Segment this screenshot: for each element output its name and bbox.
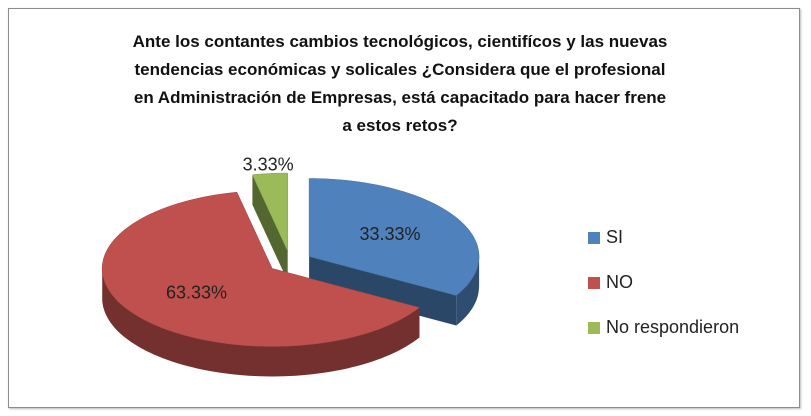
slice-cut-face xyxy=(309,256,457,326)
chart-title: Ante los contantes cambios tecnológicos,… xyxy=(132,32,668,135)
legend-label: SI xyxy=(606,227,623,247)
legend-swatch xyxy=(588,232,600,244)
slice xyxy=(308,178,480,296)
data-label: 33.33% xyxy=(359,224,420,244)
data-label: 63.33% xyxy=(166,282,227,302)
legend-label: NO xyxy=(606,272,633,292)
legend-swatch xyxy=(588,322,600,334)
slice-side xyxy=(102,268,420,377)
legend-swatch xyxy=(588,277,600,289)
slice-side xyxy=(456,256,480,326)
slice xyxy=(101,191,420,347)
slice-cut-face xyxy=(252,174,288,282)
slice xyxy=(252,172,288,252)
legend-label: No respondieron xyxy=(606,317,739,337)
data-label: 3.33% xyxy=(243,154,294,174)
